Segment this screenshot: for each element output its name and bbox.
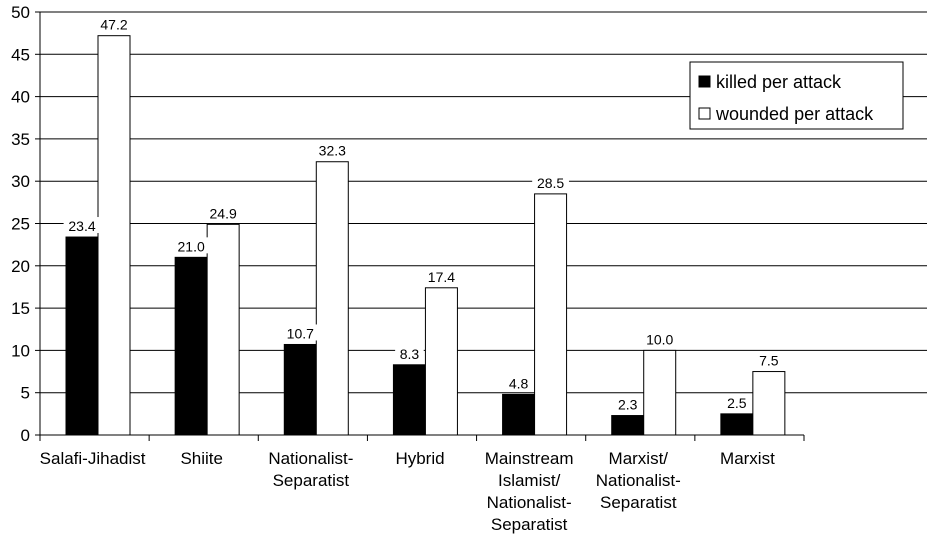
bar-wounded <box>206 223 240 436</box>
data-label: 47.2 <box>100 17 127 33</box>
data-label-background <box>395 344 424 361</box>
y-tick-label: 50 <box>11 3 30 22</box>
data-label: 7.5 <box>759 353 779 369</box>
data-label: 2.3 <box>618 397 638 413</box>
bar-killed <box>283 343 317 436</box>
data-label: 2.5 <box>727 395 747 411</box>
legend-label-wounded: wounded per attack <box>715 104 874 124</box>
data-label-background <box>313 141 351 158</box>
bar-wounded <box>534 193 568 436</box>
x-category-label: Mainstream Islamist/Nationalist-Separatis… <box>485 449 574 534</box>
data-label: 4.8 <box>509 375 529 391</box>
bar-killed <box>174 256 208 436</box>
data-label-background <box>754 351 784 368</box>
x-category-label: Shiite <box>180 449 223 468</box>
bar-killed <box>65 236 99 436</box>
legend-box <box>689 61 904 130</box>
data-label: 32.3 <box>319 143 346 159</box>
y-tick-label: 25 <box>11 215 30 234</box>
bar-wounded <box>315 161 349 436</box>
y-tick-label: 35 <box>11 130 30 149</box>
bar-killed <box>611 415 645 436</box>
y-tick-label: 5 <box>21 384 30 403</box>
data-label: 8.3 <box>400 346 420 362</box>
x-category-label: Marxist/Nationalist-Separatist <box>596 449 681 512</box>
x-category-label: Nationalist-Separatist <box>268 449 353 490</box>
data-label-background <box>95 15 133 32</box>
x-category-label: Marxist <box>720 449 775 468</box>
legend-swatch-killed <box>698 75 711 88</box>
y-tick-label: 10 <box>11 341 30 360</box>
data-label: 10.7 <box>287 325 314 341</box>
data-label-background <box>423 267 460 284</box>
data-label-background <box>613 395 643 412</box>
data-labels: 23.4 21.0 10.7 8.3 4.8 2.3 2.5 47.2 24.9 32.3 17.4… <box>63 15 784 413</box>
data-label-background <box>204 204 242 221</box>
y-tick-label: 30 <box>11 172 30 191</box>
data-label-background <box>722 393 752 410</box>
bar-killed <box>720 413 754 436</box>
data-label-background <box>504 374 533 391</box>
bar-killed <box>392 364 426 436</box>
y-tick-label: 40 <box>11 88 30 107</box>
data-label: 23.4 <box>68 218 95 234</box>
bar-wounded <box>643 349 677 436</box>
data-label-background <box>532 173 569 190</box>
data-label-background <box>641 330 679 347</box>
legend-label-killed: killed per attack <box>716 72 842 92</box>
bar-wounded <box>424 287 458 436</box>
x-axis-categories: Salafi-Jihadist Shiite Nationalist-Separat… <box>40 449 775 534</box>
legend-swatch-wounded <box>698 107 711 120</box>
y-tick-label: 20 <box>11 257 30 276</box>
legend: killed per attack wounded per attack <box>689 61 904 130</box>
data-label: 24.9 <box>210 205 237 221</box>
data-label: 10.0 <box>646 331 673 347</box>
data-label-background <box>172 237 210 254</box>
y-tick-label: 45 <box>11 45 30 64</box>
y-tick-label: 15 <box>11 299 30 318</box>
y-tick-label: 0 <box>21 426 30 445</box>
x-category-label: Hybrid <box>395 449 444 468</box>
data-label: 21.0 <box>178 238 205 254</box>
data-label: 28.5 <box>537 175 564 191</box>
bars <box>65 35 786 436</box>
y-axis-ticks: 0 5 10 15 20 25 30 35 40 45 50 <box>11 3 40 445</box>
data-label-background <box>63 217 101 234</box>
x-category-label: Salafi-Jihadist <box>40 449 146 468</box>
bar-killed <box>502 393 536 436</box>
data-label: 17.4 <box>428 269 455 285</box>
data-label-background <box>281 324 319 341</box>
bar-wounded <box>97 35 131 436</box>
bar-wounded <box>752 371 786 436</box>
